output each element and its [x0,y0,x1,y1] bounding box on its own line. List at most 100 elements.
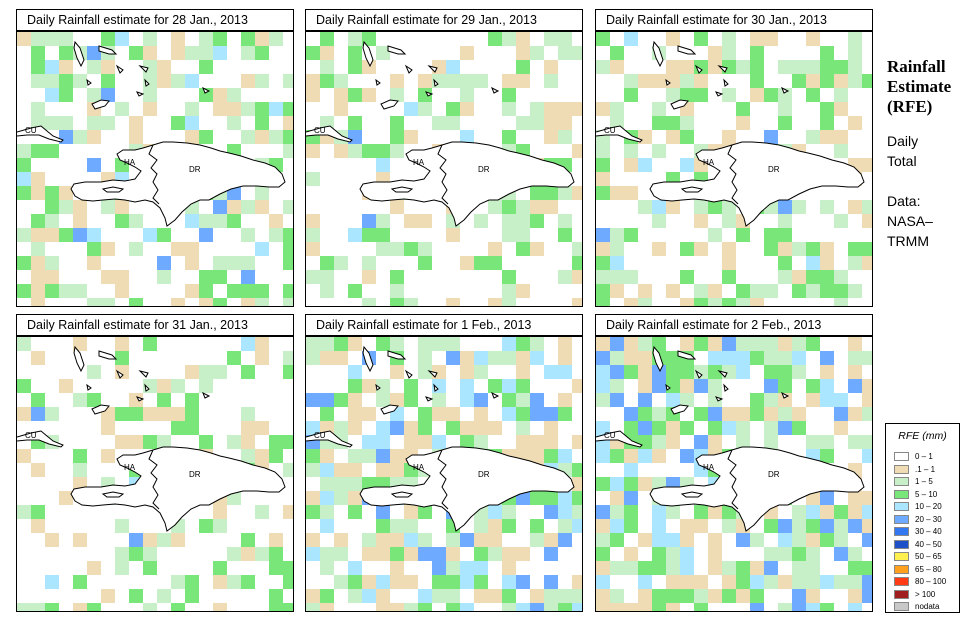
rainfall-cell [806,435,820,449]
rainfall-cell [129,298,143,306]
rainfall-cell [610,393,624,407]
legend-label: 65 – 80 [915,564,942,574]
rainfall-cell [834,298,848,306]
rainfall-cell [750,575,764,589]
rainfall-cell [157,435,171,449]
rainfall-cell [558,130,572,144]
rainfall-cell [544,435,558,449]
legend-item: 10 – 20 [894,502,958,512]
rainfall-cell [73,449,87,463]
rainfall-map-panel: Daily Rainfall estimate for 2 Feb., 2013… [595,314,873,612]
rainfall-cell [792,505,806,519]
rainfall-cell [820,519,834,533]
rainfall-cell [31,186,45,200]
rainfall-cell [544,74,558,88]
legend-label: .1 – 1 [915,464,936,474]
rainfall-cell [666,74,680,88]
rainfall-cell [708,337,722,351]
rainfall-cell [31,393,45,407]
rainfall-cell [652,379,666,393]
haiti-dr-border [727,144,739,205]
rainfall-cell [764,130,778,144]
rainfall-cell [376,505,390,519]
rainfall-cell [530,102,544,116]
rainfall-cell [115,407,129,421]
rainfall-cell [488,547,502,561]
rainfall-cell [624,270,638,284]
rainfall-cell [87,561,101,575]
rainfall-cell [474,365,488,379]
rainfall-cell [834,575,848,589]
rainfall-cell [544,116,558,130]
legend-swatch [894,577,909,586]
rainfall-cell [213,256,227,270]
rainfall-cell [404,533,418,547]
rainfall-cell [390,88,404,102]
rainfall-cell [516,228,530,242]
rainfall-cell [283,228,293,242]
rainfall-cell [558,365,572,379]
bahamas-island-coastline [136,91,145,97]
rainfall-cell [778,60,792,74]
rainfall-cell [544,200,558,214]
rainfall-cell [348,116,362,130]
rainfall-cell [558,449,572,463]
rainfall-cell [488,589,502,603]
rainfall-cell [376,46,390,60]
rainfall-cell [334,547,348,561]
rainfall-cell [834,533,848,547]
rainfall-cell [418,435,432,449]
rainfall-cell [269,228,283,242]
rainfall-cell [638,158,652,172]
legend-label: 1 – 5 [915,477,933,486]
rainfall-cell [157,379,171,393]
rainfall-cell [820,449,834,463]
rainfall-cell [320,351,334,365]
rainfall-cell [572,519,582,533]
rainfall-cell [283,242,293,256]
rainfall-cell [446,116,460,130]
rainfall-cell [320,463,334,477]
rainfall-cell [362,589,376,603]
rainfall-cell [530,519,544,533]
rainfall-cell [101,60,115,74]
rainfall-cell [446,561,460,575]
rainfall-map: CU HA DR [16,31,294,307]
rainfall-cell [530,214,544,228]
rainfall-cell [722,242,736,256]
rainfall-cell [390,130,404,144]
rainfall-cell [750,407,764,421]
rainfall-cell [862,74,872,88]
rainfall-cell [722,88,736,102]
rainfall-cell [820,270,834,284]
rainfall-cell [171,32,185,46]
rainfall-cell [241,449,255,463]
rainfall-cell [474,589,488,603]
rainfall-cell [680,116,694,130]
rainfall-cell [708,407,722,421]
rainfall-cell [596,32,610,46]
rainfall-cell [638,561,652,575]
rainfall-cell [404,519,418,533]
rainfall-cell [129,214,143,228]
rainfall-cell [652,102,666,116]
rainfall-cell [446,298,460,306]
rainfall-cell [362,379,376,393]
rainfall-cell [73,533,87,547]
rainfall-cell [59,60,73,74]
legend-item: 5 – 10 [894,489,958,500]
rainfall-cell [269,130,283,144]
rainfall-cell [722,214,736,228]
rainfall-cell [199,214,213,228]
rainfall-cell [610,102,624,116]
rainfall-cell [283,603,293,611]
rainfall-cell [320,270,334,284]
product-title-line1: Rainfall [887,57,946,76]
gonave-island-coastline [390,491,414,498]
rainfall-cell [129,589,143,603]
haiti-dr-border [148,449,160,510]
rainfall-cell [820,60,834,74]
legend-swatch [894,564,909,574]
rainfall-cell [862,533,872,547]
rainfall-cell [862,589,872,603]
